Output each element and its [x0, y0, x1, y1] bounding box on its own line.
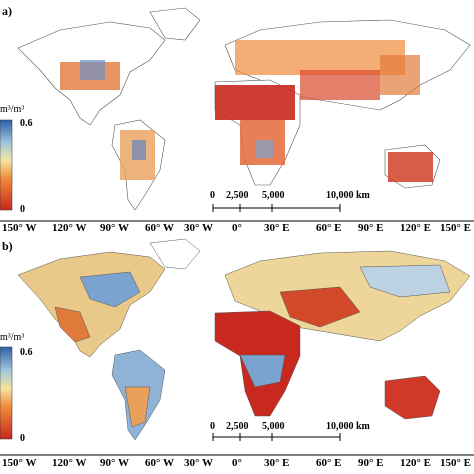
data-swaths-a	[60, 40, 433, 182]
lon-label: 60° E	[316, 222, 342, 234]
soil-moisture-map-b	[0, 238, 474, 456]
colorbar-min-a: 0	[20, 204, 25, 215]
map-panel-b: b) m³/m³ 0.6 0 0 2,500 5,000 10,000 km 1…	[0, 237, 474, 474]
scale-bar-b	[212, 433, 341, 441]
lon-label: 150° W	[2, 457, 37, 469]
map-panel-a: a) m³/m³ 0.6 0 0 2,500 5,000 10,000 km 1…	[0, 4, 474, 236]
scale-tick-10000-b: 10,000 km	[326, 421, 370, 432]
lon-label: 0°	[232, 222, 242, 234]
colorbar-unit-b: m³/m³	[0, 332, 25, 343]
lon-label: 150° E	[440, 222, 471, 234]
lon-label: 30° E	[264, 457, 290, 469]
lon-label: 30° W	[184, 457, 213, 469]
scale-tick-5000-a: 5,000	[262, 190, 285, 201]
scale-bar-a	[212, 204, 341, 212]
colorbar-min-b: 0	[20, 433, 25, 444]
lon-label: 120° E	[400, 222, 431, 234]
colorbar-b	[0, 346, 13, 440]
colorbar-max-a: 0.6	[20, 118, 33, 129]
scale-tick-10000-a: 10,000 km	[326, 190, 370, 201]
panel-label-b: b)	[2, 239, 13, 253]
lon-label: 90° E	[358, 222, 384, 234]
scale-tick-2500-a: 2,500	[226, 190, 249, 201]
scale-tick-5000-b: 5,000	[262, 421, 285, 432]
continents-filled	[17, 238, 471, 441]
soil-moisture-map-a	[0, 7, 474, 222]
lon-label: 120° W	[52, 222, 87, 234]
lon-label: 150° E	[440, 457, 471, 469]
lon-label: 30° W	[184, 222, 213, 234]
colorbar-a	[0, 119, 13, 211]
lon-label: 60° W	[145, 457, 174, 469]
colorbar-max-b: 0.6	[20, 347, 33, 358]
colorbar-unit-a: m³/m³	[0, 104, 25, 115]
lon-label: 90° E	[358, 457, 384, 469]
lon-label: 120° W	[52, 457, 87, 469]
lon-label: 60° W	[145, 222, 174, 234]
panel-label-a: a)	[2, 4, 12, 18]
lon-label: 150° W	[2, 222, 37, 234]
lon-label: 90° W	[100, 457, 129, 469]
lon-label: 120° E	[400, 457, 431, 469]
lon-label: 30° E	[264, 222, 290, 234]
lon-label: 60° E	[316, 457, 342, 469]
lon-label: 0°	[232, 457, 242, 469]
lon-label: 90° W	[100, 222, 129, 234]
scale-tick-0-a: 0	[210, 190, 215, 201]
scale-tick-0-b: 0	[210, 421, 215, 432]
scale-tick-2500-b: 2,500	[226, 421, 249, 432]
